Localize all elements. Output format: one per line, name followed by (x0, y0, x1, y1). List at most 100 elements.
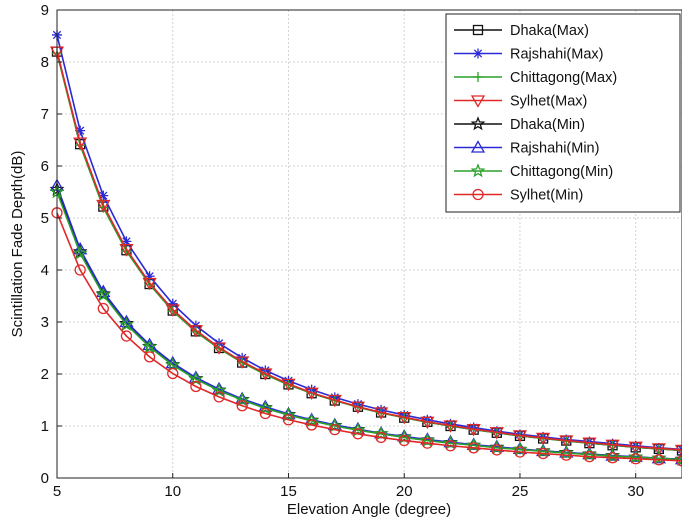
series-line (56, 212, 682, 462)
y-tick-label: 0 (41, 470, 49, 487)
data-point (304, 413, 320, 428)
data-point (73, 137, 88, 150)
legend-marker (472, 188, 484, 201)
data-point (489, 427, 504, 440)
data-point (327, 418, 343, 433)
legend-item: Sylhet(Max) (454, 94, 587, 110)
data-point (96, 199, 111, 213)
data-point (281, 378, 296, 392)
data-point (605, 448, 620, 461)
y-tick-label: 7 (41, 106, 49, 123)
legend-marker (472, 24, 484, 36)
data-point (97, 302, 109, 315)
y-axis-label: Scintillation Fade Depth(dB) (9, 151, 26, 338)
data-point (397, 412, 412, 425)
legend-marker (470, 140, 486, 153)
data-point (443, 420, 458, 433)
data-point (257, 400, 273, 415)
legend: Dhaka(Max) Rajshahi(Max) Chittagong(Max) Sy… (445, 13, 681, 213)
series-line (56, 34, 682, 451)
data-point (468, 442, 480, 454)
data-point (329, 423, 341, 436)
data-point (444, 440, 457, 452)
data-point (466, 423, 481, 437)
plot-frame (56, 9, 682, 479)
data-point (95, 287, 111, 302)
data-point (514, 446, 526, 458)
data-point (74, 264, 86, 276)
data-point (142, 277, 157, 291)
legend-item: Chittagong(Max) (454, 70, 617, 86)
x-tick-label: 30 (627, 483, 644, 500)
data-point (420, 416, 435, 430)
legend-item: Rajshahi(Min) (454, 140, 599, 157)
data-point (537, 447, 549, 460)
data-point (606, 452, 619, 464)
data-point (491, 444, 503, 456)
data-point (304, 387, 319, 401)
data-point (674, 444, 682, 458)
x-axis-label: Elevation Angle (degree) (287, 501, 451, 518)
data-point (560, 449, 572, 461)
y-tick-label: 1 (41, 418, 49, 435)
data-point (167, 367, 179, 380)
data-point (373, 426, 389, 441)
x-tick-label: 25 (512, 483, 529, 500)
data-point (143, 351, 156, 363)
data-point (651, 443, 666, 456)
legend-label: Rajshahi(Max) (510, 47, 603, 63)
y-tick-label: 4 (41, 262, 49, 279)
data-point (512, 430, 528, 443)
data-point (628, 449, 643, 462)
grid (56, 9, 682, 479)
data-point (188, 325, 204, 338)
data-point (72, 245, 88, 260)
data-point (282, 414, 295, 426)
data-point (350, 401, 366, 415)
series-3 (49, 46, 682, 458)
data-point (305, 419, 318, 431)
series-line (56, 191, 682, 461)
series-layer (49, 29, 682, 467)
data-point (190, 380, 202, 393)
y-tick-label: 9 (41, 2, 49, 19)
data-point (350, 422, 366, 437)
data-point (535, 432, 551, 446)
legend-box (445, 13, 681, 213)
y-tick-label: 3 (41, 314, 49, 331)
legend-label: Sylhet(Max) (510, 94, 587, 110)
x-tick-label: 10 (164, 483, 181, 500)
legend-label: Rajshahi(Min) (510, 141, 599, 157)
legend-marker (473, 48, 483, 59)
data-point (119, 244, 134, 257)
data-point (605, 439, 620, 453)
data-point (583, 451, 596, 463)
data-point (628, 441, 643, 455)
data-point (98, 190, 109, 201)
data-point (236, 400, 248, 412)
data-point (630, 453, 642, 465)
data-point (211, 342, 227, 355)
data-point (165, 357, 181, 372)
y-tick-label: 8 (41, 54, 49, 71)
data-point (75, 125, 86, 136)
data-point (258, 368, 273, 381)
legend-marker (470, 95, 486, 108)
data-point (327, 394, 342, 408)
legend-item: Chittagong(Min) (454, 163, 613, 180)
data-point (352, 428, 364, 440)
legend-label: Dhaka(Min) (510, 117, 585, 133)
data-point (120, 330, 133, 342)
y-tick-label: 6 (41, 158, 49, 175)
x-tick-label: 15 (280, 483, 297, 500)
series-line (56, 51, 682, 451)
data-point (211, 382, 227, 397)
data-point (582, 437, 597, 450)
legend-item: Dhaka(Min) (454, 116, 585, 133)
legend-item: Dhaka(Max) (454, 23, 589, 39)
data-point (259, 407, 271, 420)
data-point (144, 271, 155, 282)
data-point (235, 356, 250, 369)
y-tick-label: 5 (41, 210, 49, 227)
